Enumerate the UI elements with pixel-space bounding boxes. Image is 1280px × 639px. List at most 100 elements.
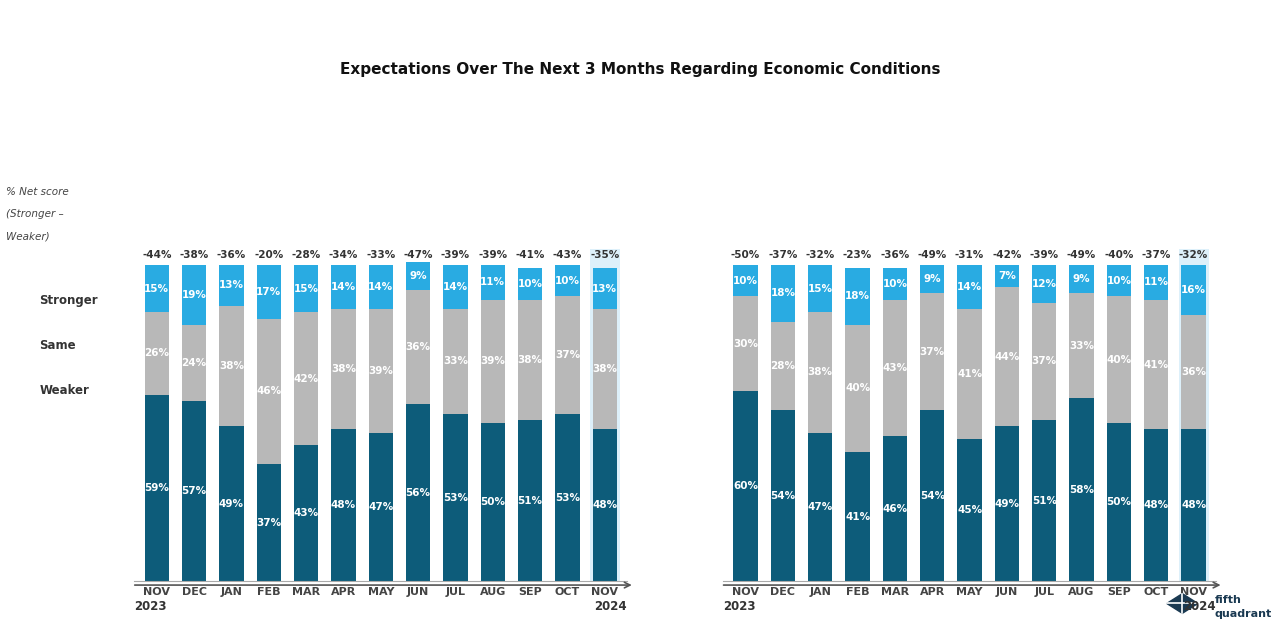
- Bar: [808, 312, 832, 433]
- Text: 14%: 14%: [332, 282, 356, 292]
- Text: 39%: 39%: [480, 357, 506, 366]
- Bar: [294, 265, 319, 312]
- Text: Stronger: Stronger: [40, 295, 97, 307]
- Text: -39%: -39%: [1029, 250, 1059, 260]
- Text: 28%: 28%: [771, 361, 795, 371]
- Bar: [808, 265, 832, 312]
- Text: 9%: 9%: [410, 271, 428, 281]
- Bar: [808, 433, 832, 581]
- Polygon shape: [1167, 594, 1198, 613]
- Text: -28%: -28%: [292, 250, 321, 260]
- Text: 30%: 30%: [733, 339, 758, 349]
- Text: 11%: 11%: [480, 277, 506, 288]
- Text: -23%: -23%: [844, 250, 872, 260]
- Bar: [920, 410, 945, 581]
- Text: -44%: -44%: [142, 250, 172, 260]
- Bar: [590, 249, 620, 581]
- Bar: [920, 293, 945, 410]
- Text: 37%: 37%: [1032, 357, 1057, 366]
- Text: 2024: 2024: [595, 600, 627, 613]
- Text: 42%: 42%: [293, 374, 319, 384]
- Text: 2023: 2023: [723, 600, 755, 613]
- Text: 50%: 50%: [480, 497, 506, 507]
- Bar: [1032, 303, 1056, 420]
- Bar: [219, 426, 243, 581]
- Bar: [1181, 429, 1206, 581]
- Text: 51%: 51%: [1032, 496, 1057, 505]
- Bar: [995, 426, 1019, 581]
- Bar: [1107, 423, 1132, 581]
- Bar: [518, 268, 543, 300]
- Text: -42%: -42%: [992, 250, 1021, 260]
- Text: 48%: 48%: [1181, 500, 1206, 511]
- Text: 46%: 46%: [882, 504, 908, 514]
- Text: -33%: -33%: [366, 250, 396, 260]
- Text: 33%: 33%: [443, 357, 468, 366]
- Text: Weaker): Weaker): [6, 231, 50, 242]
- Text: 18%: 18%: [845, 291, 870, 302]
- Text: 18%: 18%: [771, 288, 795, 298]
- Text: % Net score: % Net score: [6, 187, 69, 197]
- Bar: [1070, 398, 1093, 581]
- Text: -36%: -36%: [881, 250, 910, 260]
- Bar: [1107, 265, 1132, 296]
- Bar: [1070, 293, 1093, 398]
- Bar: [145, 395, 169, 581]
- Bar: [518, 300, 543, 420]
- Bar: [369, 309, 393, 433]
- Text: 14%: 14%: [369, 282, 393, 292]
- Text: 39%: 39%: [369, 366, 393, 376]
- Text: 50%: 50%: [1106, 497, 1132, 507]
- Bar: [771, 265, 795, 322]
- Text: 44%: 44%: [995, 351, 1020, 362]
- Bar: [1181, 316, 1206, 429]
- Bar: [957, 309, 982, 439]
- Text: -34%: -34%: [329, 250, 358, 260]
- Bar: [182, 401, 206, 581]
- Text: 36%: 36%: [406, 342, 430, 352]
- Text: 38%: 38%: [219, 361, 244, 371]
- Text: 37%: 37%: [256, 518, 282, 528]
- Bar: [443, 413, 467, 581]
- Text: 38%: 38%: [332, 364, 356, 374]
- Bar: [957, 439, 982, 581]
- Text: 13%: 13%: [593, 284, 617, 293]
- Bar: [1179, 249, 1208, 581]
- Text: -20%: -20%: [255, 250, 283, 260]
- Text: -36%: -36%: [216, 250, 246, 260]
- Text: 19%: 19%: [182, 290, 206, 300]
- Text: 11%: 11%: [1144, 277, 1169, 288]
- Text: 9%: 9%: [1073, 274, 1091, 284]
- Text: 7%: 7%: [998, 271, 1016, 281]
- Bar: [1070, 265, 1093, 293]
- Text: 56%: 56%: [406, 488, 430, 498]
- Text: 48%: 48%: [593, 500, 617, 511]
- Text: 🌐: 🌐: [1061, 165, 1075, 185]
- Text: Economic Conditions: Economic Conditions: [19, 11, 296, 35]
- Bar: [219, 265, 243, 306]
- Text: 41%: 41%: [1144, 360, 1169, 369]
- Bar: [995, 287, 1019, 426]
- Text: 46%: 46%: [256, 387, 282, 396]
- Bar: [481, 300, 504, 423]
- Text: 41%: 41%: [957, 369, 982, 379]
- Text: 45%: 45%: [957, 505, 982, 515]
- Bar: [182, 325, 206, 401]
- Bar: [369, 265, 393, 309]
- Bar: [771, 410, 795, 581]
- Text: quadrant: quadrant: [1215, 609, 1272, 619]
- Bar: [219, 306, 243, 426]
- Bar: [257, 265, 280, 319]
- Bar: [406, 290, 430, 404]
- Text: 10%: 10%: [556, 275, 580, 286]
- Text: 49%: 49%: [219, 499, 244, 509]
- Text: -49%: -49%: [918, 250, 947, 260]
- Bar: [846, 325, 869, 452]
- Text: 54%: 54%: [771, 491, 795, 501]
- Text: 38%: 38%: [517, 355, 543, 365]
- Text: 37%: 37%: [920, 347, 945, 357]
- Text: 57%: 57%: [182, 486, 206, 497]
- Bar: [883, 268, 908, 300]
- Bar: [957, 265, 982, 309]
- Text: 40%: 40%: [1106, 355, 1132, 365]
